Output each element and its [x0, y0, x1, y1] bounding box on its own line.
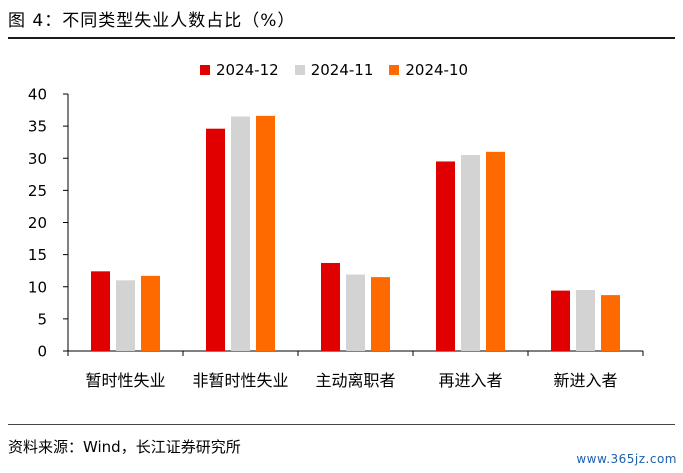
bar-2-4 [461, 155, 480, 351]
legend-item-series-2: 2024-11 [294, 61, 374, 79]
bar-3-3 [371, 277, 390, 351]
x-category-label: 非暂时性失业 [192, 371, 288, 390]
source-note: 资料来源：Wind，长江证券研究所 [8, 438, 241, 456]
bar-2-1 [116, 280, 135, 351]
y-tick-label: 5 [37, 310, 47, 328]
y-tick-label: 35 [28, 118, 47, 136]
legend-item-series-3: 2024-10 [389, 61, 468, 79]
y-tick-label: 0 [37, 343, 47, 361]
bar-1-2 [206, 128, 225, 351]
bar-2-2 [231, 116, 250, 351]
y-tick-label: 25 [28, 182, 47, 200]
legend-swatch-series-1 [200, 65, 210, 75]
legend-label-series-3: 2024-10 [405, 61, 469, 79]
legend-swatch-series-3 [389, 65, 400, 75]
x-category-label: 主动离职者 [315, 371, 395, 390]
chart-legend: 2024-12 2024-11 2024-10 [200, 60, 468, 80]
x-category-label: 再进入者 [438, 371, 502, 390]
bar-3-5 [601, 295, 620, 351]
bar-1-5 [551, 290, 570, 351]
x-category-label: 新进入者 [553, 371, 617, 390]
legend-label-series-1: 2024-12 [216, 61, 279, 79]
bar-1-3 [321, 262, 340, 351]
bar-1-1 [91, 271, 110, 351]
bar-2-3 [346, 274, 365, 351]
watermark: www.365jz.com [576, 452, 677, 466]
bar-3-2 [256, 115, 275, 351]
y-tick-label: 20 [28, 214, 47, 232]
y-tick-label: 10 [28, 278, 47, 296]
legend-item-series-1: 2024-12 [200, 61, 279, 79]
y-tick-label: 30 [28, 150, 47, 168]
figure-title: 图 4：不同类型失业人数占比（%） [8, 11, 296, 31]
footer-rule [8, 424, 675, 425]
bar-1-4 [436, 161, 455, 351]
bar-3-1 [141, 275, 160, 351]
x-category-label: 暂时性失业 [85, 371, 165, 390]
legend-label-series-2: 2024-11 [310, 61, 374, 79]
bar-3-4 [486, 151, 505, 351]
bar-2-5 [576, 289, 595, 351]
title-rule [8, 37, 675, 39]
y-tick-label: 40 [28, 86, 47, 104]
y-tick-label: 15 [28, 246, 47, 264]
legend-swatch-series-2 [294, 65, 305, 75]
